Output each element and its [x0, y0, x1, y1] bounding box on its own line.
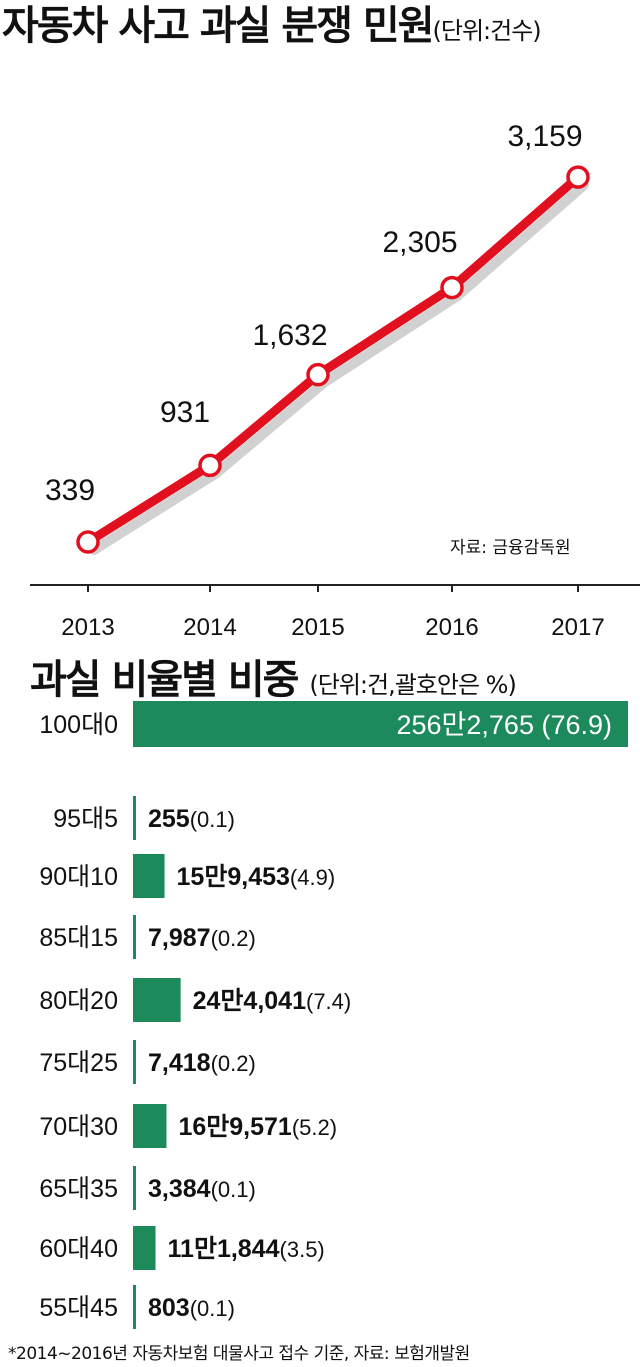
data-label: 2,305 [382, 226, 457, 259]
percent-label: (0.1) [190, 807, 235, 832]
bar [133, 1226, 156, 1270]
percent-label: (0.1) [190, 1296, 235, 1321]
percent-label: (0.2) [211, 1051, 256, 1076]
percent-label: (7.4) [306, 989, 351, 1014]
bar [133, 915, 136, 959]
count-label: 15만9,453 [177, 863, 290, 891]
bar [133, 978, 181, 1022]
bar-value-label: 256만2,765 (76.9) [397, 710, 613, 740]
bar-chart-unit: (단위:건,괄호안은 %) [309, 671, 516, 699]
count-label: 11만1,844 [168, 1235, 280, 1263]
data-point [76, 530, 100, 554]
x-tick-label: 2015 [291, 614, 344, 641]
bar-value-label: 15만9,453(4.9) [177, 863, 336, 891]
count-label: 7,418 [148, 1049, 211, 1077]
data-label: 931 [160, 396, 210, 429]
bar [133, 854, 165, 898]
count-label: 24만4,041 [193, 987, 306, 1015]
x-tick-label: 2017 [551, 614, 604, 641]
percent-label: (3.5) [280, 1237, 325, 1262]
bar-value-label: 255(0.1) [148, 805, 235, 833]
category-label: 80대20 [39, 987, 118, 1015]
bar-value-label: 7,987(0.2) [148, 924, 256, 952]
bar-value-label: 11만1,844(3.5) [168, 1235, 325, 1263]
bar-value-label: 3,384(0.1) [148, 1175, 256, 1203]
data-point [440, 275, 464, 300]
line-chart: 339 2013 931 2014 1,632 2015 2,305 2016 3,159 201… [30, 120, 640, 641]
category-label: 75대25 [39, 1049, 118, 1077]
bar-value-label: 16만9,571(5.2) [178, 1113, 337, 1141]
line-chart-source: 자료: 금융감독원 [450, 538, 571, 558]
category-label: 70대30 [39, 1113, 118, 1141]
bar [133, 701, 628, 747]
category-label: 95대5 [53, 805, 118, 833]
bar-chart-title: 과실 비율별 비중 (단위:건,괄호안은 %) [30, 657, 517, 703]
category-label: 55대45 [39, 1294, 118, 1322]
percent-label: (5.2) [292, 1115, 337, 1140]
count-label: 7,987 [148, 924, 211, 952]
category-label: 90대10 [39, 863, 118, 891]
data-point [566, 165, 590, 189]
bar [133, 1104, 167, 1148]
bar [133, 1166, 136, 1210]
x-tick-label: 2013 [61, 614, 114, 641]
count-label: 3,384 [148, 1175, 211, 1203]
line-chart-title: 자동차 사고 과실 분쟁 민원(단위:건수) [2, 3, 542, 49]
bar [133, 796, 136, 840]
category-label: 60대40 [39, 1235, 118, 1263]
category-label: 85대15 [39, 924, 118, 952]
bar [133, 1040, 136, 1084]
data-label: 3,159 [507, 120, 582, 153]
bar-value-label: 24만4,041(7.4) [193, 987, 352, 1015]
x-tick-label: 2014 [183, 614, 236, 641]
percent-label: (0.2) [211, 926, 256, 951]
x-tick-label: 2016 [425, 614, 478, 641]
count-label: 803 [148, 1294, 190, 1322]
data-label: 339 [45, 474, 95, 507]
data-point [306, 362, 330, 387]
bar-value-label: 7,418(0.2) [148, 1049, 256, 1077]
bar-value-label: 803(0.1) [148, 1294, 235, 1322]
percent-label: (0.1) [211, 1177, 256, 1202]
footnote: *2014~2016년 자동차보험 대물사고 접수 기준, 자료: 보험개발원 [8, 1344, 470, 1364]
data-point [198, 453, 222, 478]
bar [133, 1285, 136, 1329]
category-label: 65대35 [39, 1175, 118, 1203]
percent-label: (4.9) [290, 865, 335, 890]
count-label: 255 [148, 805, 190, 833]
category-label: 100대0 [39, 711, 118, 739]
data-label: 1,632 [252, 319, 327, 352]
line-chart-unit: (단위:건수) [432, 17, 542, 45]
count-label: 16만9,571 [178, 1113, 291, 1141]
